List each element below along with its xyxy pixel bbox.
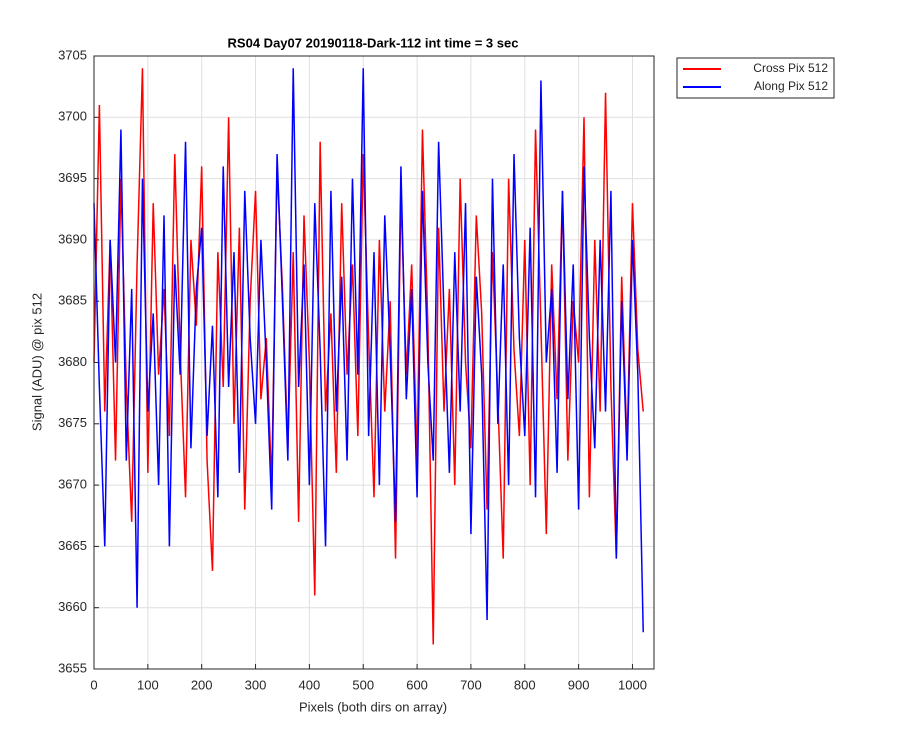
y-axis-label: Signal (ADU) @ pix 512	[29, 293, 44, 431]
y-tick-label: 3700	[58, 109, 87, 124]
y-tick-label: 3685	[58, 293, 87, 308]
x-tick-label: 300	[245, 677, 267, 692]
x-tick-label: 900	[568, 677, 590, 692]
series-line	[93, 68, 644, 645]
y-tick-label: 3695	[58, 170, 87, 185]
axes-box	[93, 55, 655, 670]
x-tick-label: 200	[191, 677, 213, 692]
x-tick-label: 400	[299, 677, 321, 692]
x-tick-label: 700	[460, 677, 482, 692]
y-tick-label: 3655	[58, 660, 87, 675]
y-tick-label: 3670	[58, 477, 87, 492]
x-tick-label: 100	[137, 677, 159, 692]
x-tick-label: 0	[90, 677, 97, 692]
legend-box	[676, 57, 835, 99]
x-tick-label: 600	[406, 677, 428, 692]
legend-label: Along Pix 512	[754, 79, 828, 93]
y-tick-label: 3705	[58, 47, 87, 62]
x-tick-label: 500	[352, 677, 374, 692]
x-tick-label: 800	[514, 677, 536, 692]
x-tick-label: 1000	[618, 677, 647, 692]
y-tick-label: 3675	[58, 415, 87, 430]
series-line	[93, 68, 644, 633]
y-tick-label: 3660	[58, 599, 87, 614]
y-tick-label: 3665	[58, 538, 87, 553]
chart-title: RS04 Day07 20190118-Dark-112 int time = …	[228, 35, 519, 50]
y-tick-label: 3680	[58, 354, 87, 369]
legend-label: Cross Pix 512	[753, 61, 828, 75]
x-axis-label: Pixels (both dirs on array)	[299, 699, 447, 714]
y-tick-label: 3690	[58, 231, 87, 246]
